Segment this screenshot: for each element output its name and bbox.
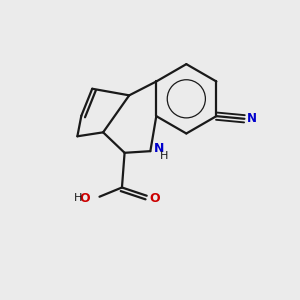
Text: N: N [154,142,165,155]
Text: O: O [149,192,160,205]
Text: H: H [74,194,82,203]
Text: H: H [160,151,168,161]
Text: O: O [80,192,90,205]
Text: N: N [247,112,257,125]
